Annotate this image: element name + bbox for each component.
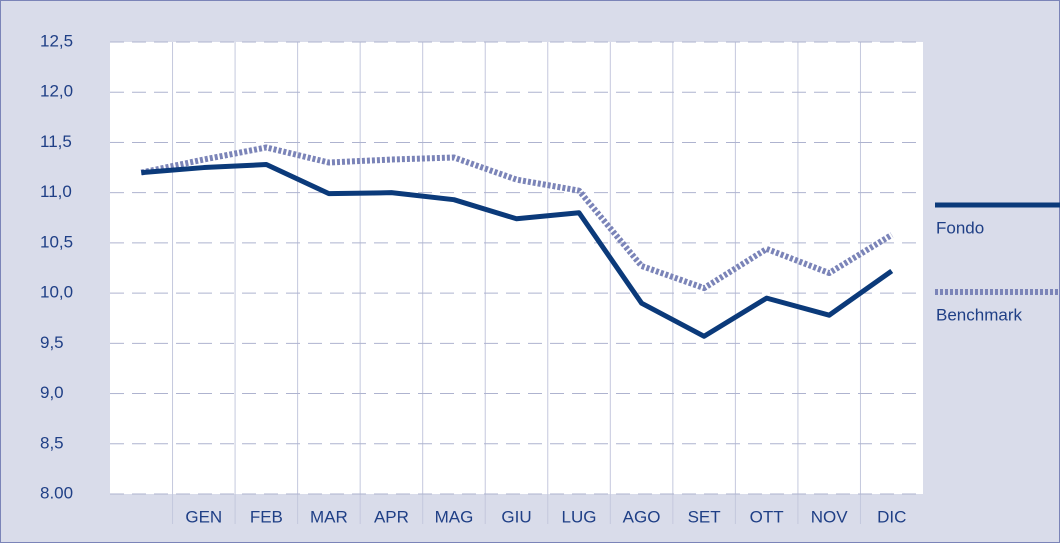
series-line [141, 162, 894, 339]
x-tick-label: APR [374, 507, 409, 526]
plot-area [110, 42, 923, 494]
x-tick-label: LUG [562, 507, 597, 526]
y-tick-label: 10,5 [40, 232, 73, 251]
y-tick-label: 8,5 [40, 433, 64, 452]
x-tick-label: GIU [501, 507, 531, 526]
y-tick-label: 10,0 [40, 283, 73, 302]
legend-label: Benchmark [936, 305, 1022, 324]
x-tick-label: OTT [750, 507, 784, 526]
y-tick-label: 8.00 [40, 483, 73, 502]
x-tick-label: AGO [623, 507, 661, 526]
x-tick-label: MAR [310, 507, 348, 526]
y-tick-label: 12,0 [40, 82, 73, 101]
x-tick-label: DIC [877, 507, 906, 526]
x-tick-label: MAG [435, 507, 474, 526]
y-tick-label: 9,0 [40, 383, 64, 402]
x-tick-label: FEB [250, 507, 283, 526]
y-tick-label: 11,5 [40, 132, 72, 151]
series-line [140, 144, 894, 292]
legend-label: Fondo [936, 218, 984, 237]
y-tick-label: 12,5 [40, 31, 73, 50]
y-tick-label: 11,0 [40, 182, 72, 201]
x-tick-label: SET [688, 507, 721, 526]
x-tick-label: GEN [185, 507, 222, 526]
y-tick-label: 9,5 [40, 333, 64, 352]
x-tick-label: NOV [811, 507, 849, 526]
